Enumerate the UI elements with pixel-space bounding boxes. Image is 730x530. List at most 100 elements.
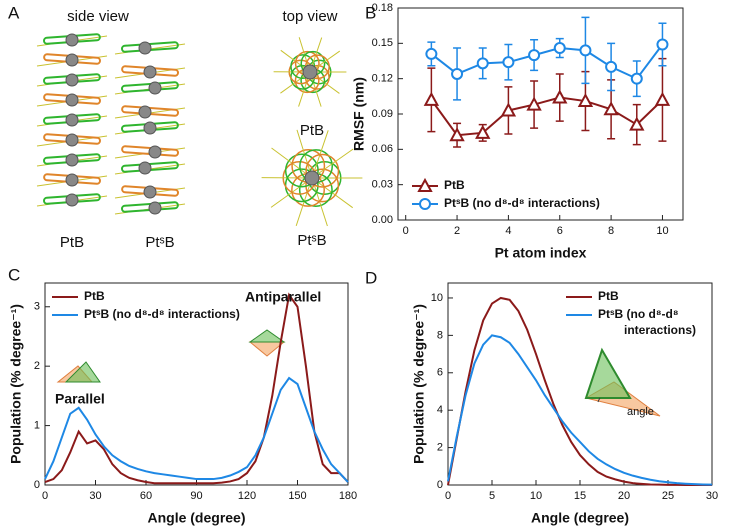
pt-atom: [302, 64, 318, 80]
triangle-icon: [248, 329, 286, 343]
marker: [603, 101, 619, 116]
y-tick-label: 10: [431, 292, 443, 304]
y-tick-label: 2: [437, 441, 443, 453]
pt-atom: [65, 113, 79, 127]
marker: [605, 60, 618, 73]
y-tick-label: 0: [34, 479, 40, 491]
marker: [552, 89, 568, 104]
y-tick-label: 0.15: [372, 37, 393, 49]
marker: [449, 127, 465, 142]
ring: [305, 168, 340, 203]
marker: [475, 124, 491, 139]
x-tick-label: 30: [89, 490, 101, 502]
x-tick-label: 20: [618, 490, 630, 502]
x-tick-label: 0: [403, 225, 409, 237]
marker: [630, 72, 643, 85]
marker: [629, 116, 645, 131]
legend-marker: [417, 177, 433, 192]
y-axis-label: Population (% degree⁻¹): [8, 304, 24, 464]
pt-atom: [138, 41, 152, 55]
pt-atom: [138, 105, 152, 119]
panel-label: C: [8, 265, 20, 284]
inset-c: [56, 329, 286, 383]
data-line: [447, 334, 713, 486]
legend-label: PtB: [84, 289, 105, 303]
pt-atom: [148, 145, 162, 159]
x-tick-label: 0: [445, 490, 451, 502]
data-line: [447, 296, 712, 486]
legend-marker: [419, 198, 431, 210]
pt-atom: [65, 73, 79, 87]
x-tick-label: 30: [706, 490, 718, 502]
marker: [553, 42, 566, 55]
pt-atom: [65, 193, 79, 207]
pt-atom: [143, 65, 157, 79]
marker: [526, 96, 542, 111]
ligand: [311, 148, 354, 179]
pt-atom: [65, 133, 79, 147]
marker: [577, 92, 594, 108]
annotation: Antiparallel: [245, 289, 321, 305]
pt-atom: [304, 170, 320, 186]
panel-label: B: [365, 3, 376, 22]
marker: [476, 57, 489, 70]
marker: [423, 91, 440, 106]
x-tick-label: 4: [505, 225, 511, 237]
molecule-label: PtˢB: [145, 234, 174, 251]
y-tick-label: 2: [34, 360, 40, 372]
pt-atom: [65, 33, 79, 47]
x-tick-label: 10: [530, 490, 542, 502]
x-tick-label: 6: [557, 225, 563, 237]
chart: B 0 2 4 6 8 10 0.00 0.03 0.06 0.09 0.12 0.15 0.18 Pt a…: [351, 2, 684, 261]
angle-arc: [597, 397, 601, 403]
annotation: Parallel: [55, 391, 105, 407]
ring: [284, 153, 319, 188]
marker: [528, 49, 541, 62]
y-tick-label: 0: [437, 479, 443, 491]
pt-atom: [143, 121, 157, 135]
marker: [579, 44, 592, 57]
panel-label: D: [365, 268, 377, 287]
legend-label: PtB: [598, 289, 619, 303]
pt-atom: [65, 53, 79, 67]
y-axis-label: RMSF (nm): [351, 77, 367, 151]
y-tick-label: 4: [437, 404, 443, 416]
data-line: [430, 96, 664, 137]
x-tick-label: 120: [238, 490, 256, 502]
pt-atom: [65, 153, 79, 167]
y-tick-label: 0.03: [372, 179, 393, 191]
y-tick-label: 3: [34, 301, 40, 313]
pt-atom: [148, 81, 162, 95]
x-axis-label: Angle (degree): [147, 510, 245, 526]
legend-label: PtˢB (no d⁸-d⁸ interactions): [84, 307, 240, 321]
marker: [654, 91, 671, 106]
pt-atom: [65, 93, 79, 107]
chart: C 0 30 60 90 120 150 180 0 1 2 3 Angle (degree) Popul…: [8, 265, 357, 525]
y-axis-label: Population (% degree⁻¹): [411, 304, 427, 464]
y-tick-label: 0.06: [372, 143, 393, 155]
annotation: angle: [627, 406, 654, 418]
y-tick-label: 1: [34, 419, 40, 431]
data-line: [44, 292, 349, 485]
pt-atom: [65, 173, 79, 187]
x-tick-label: 0: [42, 490, 48, 502]
chart: D 0 5 10 15 20 25 30 0 2 4 6 8 10 Angle (degree) Popula…: [365, 268, 718, 525]
marker: [500, 102, 517, 117]
triangle-icon: [584, 347, 632, 399]
x-tick-label: 150: [288, 490, 306, 502]
y-tick-label: 8: [437, 329, 443, 341]
x-tick-label: 10: [656, 225, 668, 237]
marker: [656, 38, 669, 51]
ring: [305, 153, 340, 188]
y-tick-label: 0.12: [372, 73, 393, 85]
panel-a: A side view top view PtB PtˢB PtB PtˢB: [8, 3, 338, 250]
marker: [502, 56, 515, 69]
triangle-icon: [64, 361, 101, 383]
panel-label: A: [8, 3, 20, 22]
view-label: top view: [282, 8, 337, 25]
x-tick-label: 60: [140, 490, 152, 502]
legend-label: PtB: [444, 178, 465, 192]
pt-atom: [143, 185, 157, 199]
molecule-label: PtˢB: [297, 232, 326, 249]
data-line: [44, 376, 349, 483]
